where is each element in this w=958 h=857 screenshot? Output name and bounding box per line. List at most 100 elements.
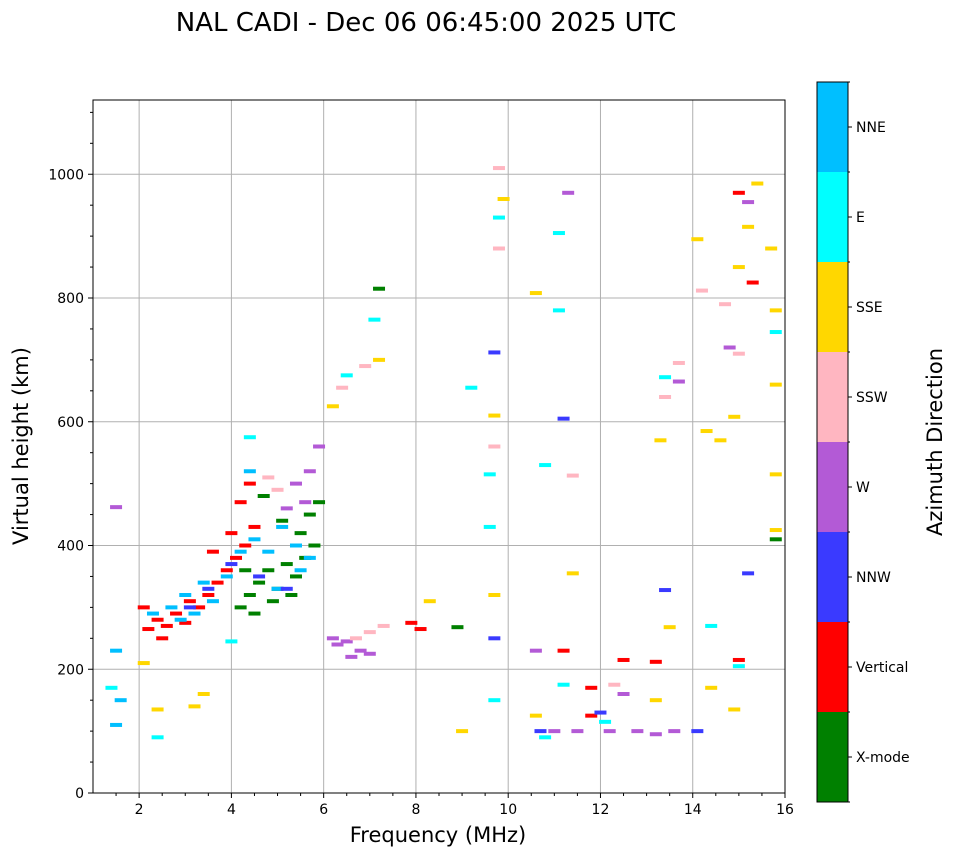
echo-point: [497, 197, 510, 201]
echo-point: [691, 729, 704, 734]
echo-point: [313, 444, 326, 449]
echo-point: [289, 543, 302, 548]
echo-point: [230, 555, 243, 560]
echo-point: [239, 543, 252, 548]
echo-point: [617, 692, 630, 696]
y-tick-label: 600: [57, 415, 84, 431]
echo-point: [289, 574, 302, 579]
echo-point: [571, 729, 584, 734]
echo-point: [719, 302, 732, 307]
echo-point: [373, 357, 386, 362]
echo-point: [354, 648, 367, 653]
colorbar-label: Azimuth Direction: [923, 348, 947, 536]
echo-point: [668, 729, 681, 734]
echo-point: [151, 617, 164, 622]
echo-point: [594, 710, 607, 715]
echo-point: [303, 512, 316, 517]
echo-point: [303, 555, 316, 560]
echo-point: [179, 593, 192, 597]
echo-point: [105, 685, 118, 690]
echo-point: [603, 729, 616, 734]
echo-point: [142, 627, 155, 632]
echo-point: [257, 494, 270, 498]
echo-point: [732, 265, 745, 270]
echo-point: [654, 438, 667, 443]
echo-point: [262, 549, 275, 554]
echo-point: [165, 605, 178, 610]
echo-point: [534, 729, 547, 734]
echo-point: [488, 413, 501, 418]
echo-point: [349, 636, 362, 641]
echo-point: [659, 395, 672, 399]
echo-point: [728, 707, 741, 712]
echo-point: [197, 692, 210, 696]
chart-title: NAL CADI - Dec 06 06:45:00 2025 UTC: [176, 8, 676, 38]
echo-point: [188, 704, 201, 709]
colorbar-tick-label: X-mode: [856, 750, 910, 766]
echo-point: [732, 657, 745, 662]
echo-point: [243, 593, 256, 597]
echo-point: [326, 636, 339, 641]
echo-point: [248, 524, 261, 529]
echo-point: [183, 605, 196, 610]
echo-point: [308, 543, 321, 548]
colorbar-tick-label: NNW: [856, 570, 891, 586]
echo-point: [465, 385, 478, 390]
y-axis-ticks: 0 200 400 600 800 1000: [48, 111, 93, 802]
echo-point: [585, 685, 598, 690]
colorbar-tick-label: E: [856, 210, 865, 226]
echo-point: [742, 200, 755, 205]
x-tick-label: 4: [227, 802, 236, 818]
echo-point: [649, 698, 662, 703]
echo-point: [552, 308, 565, 313]
echo-point: [456, 729, 469, 734]
echo-point: [179, 620, 192, 625]
echo-data: [105, 166, 782, 740]
x-tick-label: 14: [684, 802, 702, 818]
echo-point: [566, 571, 579, 576]
echo-point: [151, 707, 164, 712]
echo-point: [174, 617, 187, 622]
echo-point: [170, 611, 183, 616]
echo-point: [539, 463, 552, 468]
echo-point: [488, 350, 501, 355]
echo-point: [451, 625, 464, 630]
echo-point: [220, 568, 233, 573]
echo-point: [769, 472, 782, 477]
echo-point: [585, 713, 598, 718]
echo-point: [326, 404, 339, 409]
echo-point: [225, 639, 238, 644]
echo-point: [769, 308, 782, 313]
echo-point: [253, 580, 266, 585]
echo-point: [299, 500, 312, 505]
y-axis-label: Virtual height (km): [9, 347, 33, 545]
echo-point: [663, 625, 676, 630]
x-tick-label: 12: [592, 802, 610, 818]
echo-point: [373, 286, 386, 291]
echo-point: [691, 237, 704, 242]
echo-point: [211, 580, 224, 585]
echo-point: [483, 472, 496, 477]
echo-point: [649, 659, 662, 664]
echo-point: [146, 611, 159, 616]
echo-point: [488, 636, 501, 641]
echo-point: [206, 599, 219, 604]
echo-point: [359, 364, 372, 369]
echo-point: [336, 385, 349, 390]
echo-point: [765, 246, 778, 251]
echo-point: [769, 382, 782, 387]
echo-point: [253, 574, 266, 579]
echo-point: [769, 537, 782, 542]
y-tick-label: 800: [57, 291, 84, 307]
echo-point: [114, 698, 127, 703]
echo-point: [193, 605, 206, 610]
echo-point: [363, 651, 376, 656]
echo-point: [769, 528, 782, 533]
echo-point: [492, 246, 505, 251]
echo-point: [248, 537, 261, 542]
plot-frame: [92, 99, 786, 794]
echo-point: [239, 568, 252, 573]
echo-point: [751, 181, 764, 186]
echo-point: [649, 732, 662, 737]
echo-point: [202, 593, 215, 597]
